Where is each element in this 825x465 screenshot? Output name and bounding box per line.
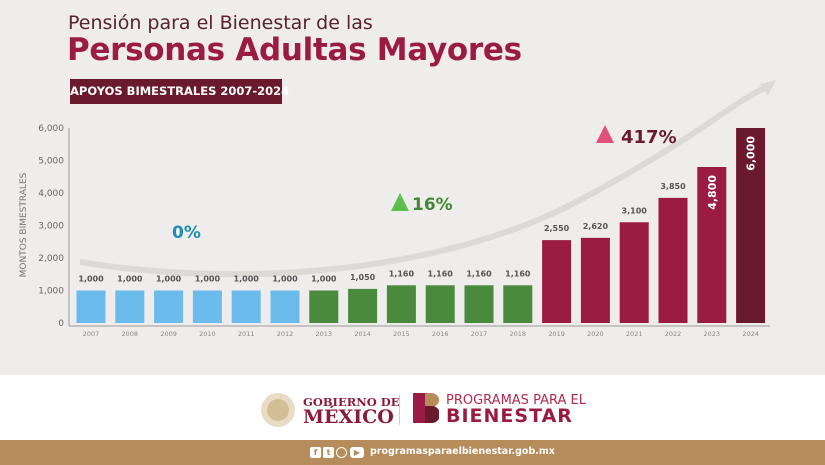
data-label: 1,160: [466, 269, 492, 278]
divider: [399, 395, 400, 425]
annotation-16pct: 16%: [412, 195, 453, 215]
bar-2015: [386, 285, 416, 323]
x-tick-label: 2011: [238, 330, 255, 338]
annotation-0pct: 0%: [172, 223, 201, 243]
footer: [0, 375, 825, 440]
x-tick-label: 2017: [471, 330, 488, 338]
bar-2024: [736, 128, 766, 323]
bar-2008: [115, 290, 145, 323]
x-tick-label: 2012: [277, 330, 294, 338]
x-tick-label: 2009: [160, 330, 177, 338]
twitter-icon[interactable]: t: [323, 447, 334, 458]
x-tick-label: 2020: [587, 330, 604, 338]
data-label: 1,000: [234, 275, 260, 284]
data-label: 4,800: [706, 175, 719, 210]
bar-2016: [425, 285, 455, 323]
bar-2012: [270, 290, 300, 323]
up-triangle-icon: [596, 125, 614, 143]
data-label: 1,000: [78, 275, 104, 284]
x-tick-label: 2013: [316, 330, 333, 338]
x-tick-label: 2023: [704, 330, 721, 338]
bar-2021: [619, 222, 649, 323]
subtitle: Pensión para el Bienestar de las: [68, 12, 373, 34]
y-tick-label: 0: [58, 319, 64, 329]
data-label: 2,620: [583, 222, 609, 231]
y-tick-label: 6,000: [38, 124, 64, 134]
bar-2011: [231, 290, 261, 323]
instagram-icon[interactable]: [336, 447, 347, 458]
coat-of-arms-logo: [261, 393, 295, 427]
data-label: 1,000: [195, 275, 221, 284]
bar-2010: [192, 290, 222, 323]
data-label: 1,000: [156, 275, 182, 284]
x-tick-label: 2021: [626, 330, 643, 338]
data-label: 1,000: [311, 275, 337, 284]
data-label: 1,050: [350, 273, 376, 282]
footer-bar: [0, 440, 825, 465]
x-tick-label: 2014: [354, 330, 371, 338]
bar-2018: [503, 285, 533, 323]
data-label: 1,160: [389, 269, 415, 278]
page-title: Personas Adultas Mayores: [67, 32, 522, 68]
gobierno-line1: GOBIERNO DE: [303, 395, 400, 409]
x-tick-label: 2019: [548, 330, 565, 338]
annotation-417pct: 417%: [621, 127, 677, 148]
y-tick-label: 3,000: [38, 222, 64, 232]
data-label: 6,000: [745, 136, 758, 171]
facebook-icon[interactable]: f: [310, 447, 321, 458]
data-label: 1,000: [117, 275, 143, 284]
data-label: 1,160: [505, 269, 531, 278]
data-label: 1,000: [272, 275, 298, 284]
y-tick-label: 1,000: [38, 287, 64, 297]
period-badge: APOYOS BIMESTRALES 2007-2024: [70, 79, 289, 104]
y-tick-label: 2,000: [38, 254, 64, 264]
x-tick-label: 2024: [742, 330, 759, 338]
bar-2007: [76, 290, 106, 323]
bar-2009: [154, 290, 184, 323]
x-tick-label: 2010: [199, 330, 216, 338]
bar-2014: [348, 288, 378, 323]
y-tick-label: 4,000: [38, 189, 64, 199]
bar-2023: [697, 167, 727, 323]
data-label: 1,160: [428, 269, 454, 278]
x-tick-label: 2015: [393, 330, 410, 338]
y-tick-label: 5,000: [38, 157, 64, 167]
bar-2022: [658, 197, 688, 323]
bienestar-logo: [413, 393, 439, 423]
x-tick-label: 2022: [665, 330, 682, 338]
x-tick-label: 2007: [83, 330, 100, 338]
up-triangle-icon: [391, 193, 409, 211]
x-tick-label: 2016: [432, 330, 449, 338]
website-link[interactable]: programasparaelbienestar.gob.mx: [370, 446, 555, 457]
bar-chart: MONTOS BIMESTRALES 0 1,000 2,000 3,000 4,000…: [19, 80, 776, 338]
trend-arrow: [79, 82, 772, 278]
bar-2019: [542, 240, 572, 323]
y-axis-label: MONTOS BIMESTRALES: [19, 172, 29, 277]
bar-2017: [464, 285, 494, 323]
bar-2020: [580, 237, 610, 323]
programas-line1: PROGRAMAS PARA EL: [446, 393, 586, 408]
data-label: 3,100: [622, 206, 648, 215]
bar-2013: [309, 290, 339, 323]
data-label: 3,850: [660, 182, 686, 191]
x-tick-label: 2008: [122, 330, 139, 338]
gobierno-line2: MÉXICO: [303, 406, 394, 428]
data-label: 2,550: [544, 224, 570, 233]
x-tick-label: 2018: [510, 330, 527, 338]
programas-line2: BIENESTAR: [446, 405, 573, 427]
trend-arrow-head: [760, 80, 776, 96]
youtube-icon[interactable]: ▶: [350, 447, 364, 458]
